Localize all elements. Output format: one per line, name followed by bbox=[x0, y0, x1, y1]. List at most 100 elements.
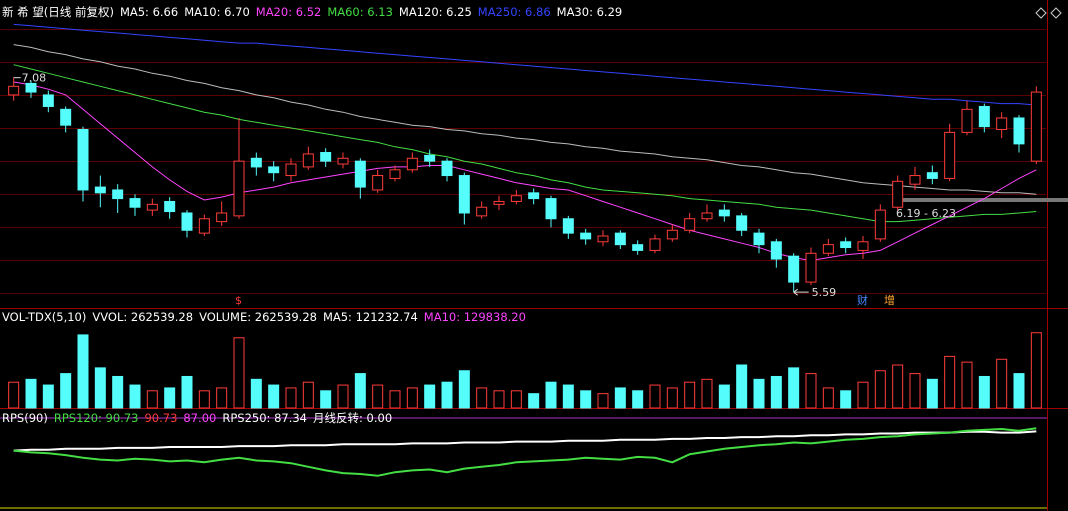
volume-bar bbox=[580, 390, 592, 409]
candle-body bbox=[441, 160, 453, 177]
legend-item: VVOL: 262539.28 bbox=[92, 310, 194, 324]
volume-bar bbox=[996, 358, 1008, 409]
volume-bar bbox=[753, 378, 765, 409]
volume-bar bbox=[944, 355, 956, 409]
volume-bar bbox=[1013, 373, 1025, 409]
volume-bar bbox=[978, 375, 990, 409]
volume-bar bbox=[632, 390, 644, 409]
volume-bar bbox=[372, 384, 384, 409]
candle-body bbox=[198, 218, 210, 234]
annotation-arrow bbox=[793, 288, 809, 296]
candle-body bbox=[25, 82, 37, 93]
candle-body bbox=[77, 128, 89, 191]
volume-bar bbox=[718, 384, 730, 409]
settings-icon[interactable] bbox=[1050, 7, 1062, 19]
candle-body bbox=[60, 108, 72, 126]
candle-body bbox=[562, 218, 574, 234]
candle-body bbox=[770, 241, 782, 260]
candle-body bbox=[389, 169, 401, 179]
candle-body bbox=[892, 180, 904, 208]
volume-bar bbox=[198, 390, 210, 409]
volume-bar bbox=[562, 384, 574, 409]
volume-bar bbox=[684, 381, 696, 409]
candle-body bbox=[649, 238, 661, 251]
candle-body bbox=[146, 203, 158, 211]
volume-bar bbox=[441, 381, 453, 409]
volume-bar bbox=[424, 384, 436, 409]
candle-body bbox=[961, 108, 973, 133]
legend-item: 新 希 望(日线 前复权) bbox=[2, 5, 114, 19]
candle-body bbox=[822, 244, 834, 254]
ma-line bbox=[13, 81, 1037, 262]
event-marker: 增 bbox=[884, 293, 895, 307]
volume-bar bbox=[389, 390, 401, 409]
rps-line bbox=[13, 427, 1037, 477]
candle-body bbox=[285, 163, 297, 177]
candle-body bbox=[718, 209, 730, 217]
ma-line bbox=[13, 23, 1037, 106]
candle-body bbox=[545, 198, 557, 220]
legend-item: MA250: 6.86 bbox=[477, 5, 551, 19]
candle-body bbox=[944, 131, 956, 179]
volume-bar bbox=[146, 390, 158, 409]
volume-bar bbox=[597, 393, 609, 409]
candle-body bbox=[857, 241, 869, 251]
candle-body bbox=[684, 218, 696, 231]
candle-body bbox=[909, 175, 921, 185]
candle-body bbox=[614, 232, 626, 246]
candle-body bbox=[528, 192, 540, 200]
volume-bar bbox=[129, 384, 141, 409]
legend-item: RPS120: 90.73 bbox=[53, 411, 139, 425]
volume-bar bbox=[233, 337, 245, 409]
volume-bar bbox=[649, 384, 661, 409]
volume-bar bbox=[701, 378, 713, 409]
candle-body bbox=[597, 235, 609, 243]
legend-item: RPS(90) bbox=[2, 411, 48, 425]
volume-bar bbox=[94, 367, 106, 409]
candle-body bbox=[874, 209, 886, 240]
legend-item: MA10: 6.70 bbox=[184, 5, 250, 19]
candle-body bbox=[302, 153, 314, 168]
candle-body bbox=[424, 154, 436, 162]
legend-item: RPS250: 87.34 bbox=[222, 411, 307, 425]
candle-body bbox=[94, 186, 106, 194]
volume-bar bbox=[8, 381, 20, 409]
candle-body bbox=[632, 244, 644, 251]
volume-bar bbox=[528, 393, 540, 409]
ma-line bbox=[13, 64, 1037, 223]
volume-bar bbox=[510, 390, 522, 409]
volume-bar bbox=[406, 387, 418, 409]
volume-bar bbox=[42, 384, 54, 409]
candle-body bbox=[1030, 91, 1042, 162]
volume-bar bbox=[285, 387, 297, 409]
volume-bar bbox=[857, 381, 869, 409]
candle-body bbox=[840, 241, 852, 249]
volume-bar bbox=[892, 364, 904, 409]
volume-header: VOL-TDX(5,10) VVOL: 262539.28 VOLUME: 2625… bbox=[2, 310, 526, 324]
candle-body bbox=[320, 152, 332, 162]
candle-body bbox=[736, 215, 748, 231]
volume-bar bbox=[736, 364, 748, 409]
candle-body bbox=[978, 105, 990, 128]
volume-bar bbox=[822, 387, 834, 409]
volume-bar bbox=[1030, 332, 1042, 409]
rps-line bbox=[13, 430, 1037, 452]
legend-item: MA20: 6.52 bbox=[255, 5, 322, 19]
settings-icon[interactable] bbox=[1035, 7, 1047, 19]
volume-bar bbox=[320, 390, 332, 409]
candle-body bbox=[250, 157, 262, 168]
candle-body bbox=[458, 175, 470, 214]
event-marker: 财 bbox=[857, 293, 868, 307]
volume-bar bbox=[961, 361, 973, 409]
volume-bar bbox=[25, 378, 37, 409]
legend-item: VOLUME: 262539.28 bbox=[199, 310, 317, 324]
volume-bar bbox=[77, 334, 89, 409]
candle-body bbox=[372, 175, 384, 191]
volume-bar bbox=[112, 375, 124, 409]
candle-body bbox=[354, 160, 366, 188]
volume-bar bbox=[181, 375, 193, 409]
candle-body bbox=[805, 252, 817, 283]
candle-body bbox=[926, 172, 938, 179]
volume-bar bbox=[840, 390, 852, 409]
